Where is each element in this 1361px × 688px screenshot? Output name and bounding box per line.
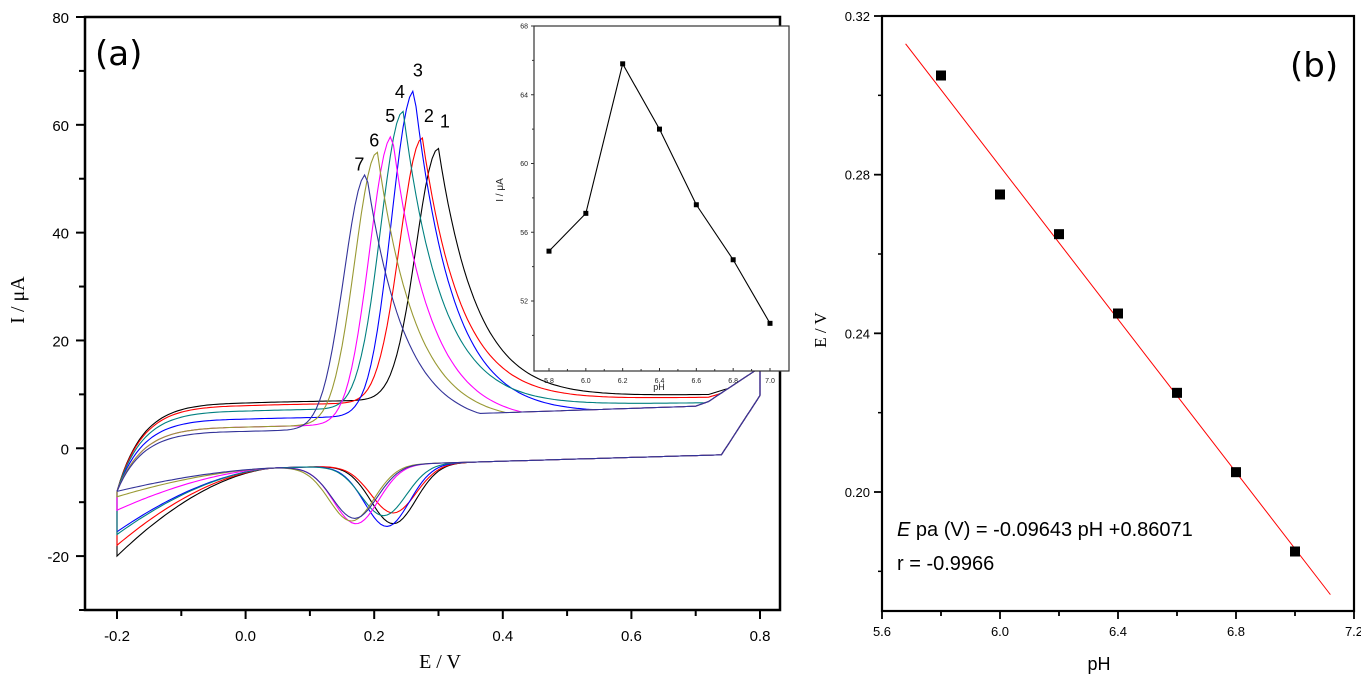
curve-label-3: 3 [413, 60, 423, 80]
inset-background [534, 26, 789, 371]
panel-b-y-axis-title: E / V [811, 311, 830, 347]
x-tick-label: 7.2 [1345, 624, 1361, 639]
curve-label-4: 4 [395, 82, 405, 102]
x-tick-label: 6.4 [1109, 624, 1127, 639]
regression-equation-text: pa (V) = -0.09643 pH +0.86071 [910, 519, 1192, 541]
regression-equation: E pa (V) = -0.09643 pH +0.86071 [897, 519, 1193, 541]
x-tick-label: 0.8 [750, 628, 771, 645]
y-tick-label: 60 [52, 118, 69, 135]
inset-marker [620, 61, 626, 67]
x-tick-label: 0.4 [492, 628, 513, 645]
x-tick-label: 6.0 [991, 624, 1009, 639]
inset-marker [693, 202, 699, 208]
x-tick-label: 5.6 [873, 624, 891, 639]
curve-label-6: 6 [369, 130, 379, 150]
curve-label-2: 2 [424, 106, 434, 126]
inset-marker [546, 248, 552, 254]
correlation-coefficient: r = -0.9966 [897, 553, 994, 575]
data-point [1113, 308, 1123, 319]
y-tick-label: 0 [61, 441, 69, 458]
inset-series [546, 61, 773, 326]
y-tick-label: 0.28 [845, 168, 870, 183]
regression-equation-italic: E [897, 519, 911, 541]
y-tick-label: 40 [52, 226, 69, 243]
inset-x-tick-label: 6.2 [618, 378, 628, 385]
data-point [1290, 546, 1300, 557]
inset-marker [657, 126, 662, 132]
inset-x-tick-label: 6.4 [655, 378, 665, 385]
cv-curves [116, 89, 761, 558]
y-tick-label: 0.20 [845, 485, 870, 500]
y-tick-label: 0.24 [845, 326, 870, 341]
panel-a-cyclic-voltammogram: -0.2 0.0 0.2 0.4 0.6 0.8 -20 0 20 40 60 80 (a) E / … [7, 10, 790, 673]
x-tick-label: -0.2 [104, 628, 130, 645]
y-tick-label: -20 [47, 549, 69, 566]
inset-x-tick-label: 7.0 [765, 378, 775, 385]
curve-label-7: 7 [354, 155, 364, 175]
data-point [1172, 387, 1182, 398]
inset-peak-current-vs-ph: 5.8 6.0 6.2 6.4 6.6 6.8 7.0 52 56 60 64 68 pH I / μ… [495, 24, 790, 392]
cv-curve-7 [116, 173, 761, 519]
y-tick-label: 20 [52, 333, 69, 350]
inset-marker [730, 257, 736, 263]
panel-b-potential-vs-ph: 5.6 6.0 6.4 6.8 7.2 0.20 0.24 0.28 0.32 (b) pH E… [811, 9, 1361, 674]
inset-y-tick-label: 68 [520, 24, 528, 31]
inset-x-axis-title: pH [653, 382, 665, 392]
panel-a-ticks: -0.2 0.0 0.2 0.4 0.6 0.8 -20 0 20 40 60 80 [47, 10, 770, 645]
inset-marker [767, 320, 773, 326]
inset-plot-frame [533, 25, 790, 372]
data-point [936, 70, 946, 81]
data-point [995, 189, 1005, 200]
panel-b-x-axis-title: pH [1087, 654, 1110, 674]
x-tick-label: 0.6 [621, 628, 642, 645]
inset-x-tick-label: 6.8 [728, 378, 738, 385]
inset-axes: 5.8 6.0 6.2 6.4 6.6 6.8 7.0 52 56 60 64 68 [520, 24, 790, 385]
x-tick-label: 0.2 [364, 628, 385, 645]
panel-b-ticks: 5.6 6.0 6.4 6.8 7.2 0.20 0.24 0.28 0.32 [845, 9, 1361, 639]
data-point [1231, 467, 1241, 478]
fit-line-segment [905, 43, 1331, 595]
inset-y-tick-label: 64 [520, 92, 528, 99]
fit-line [905, 43, 1331, 595]
inset-marker [583, 210, 589, 216]
inset-y-tick-label: 56 [520, 230, 528, 237]
panel-a-x-axis-title: E / V [419, 651, 461, 673]
data-point [1054, 229, 1064, 240]
panel-b-label: (b) [1290, 46, 1338, 86]
panel-a-y-axis-title: I / μA [7, 276, 29, 324]
x-tick-label: 0.0 [235, 628, 256, 645]
inset-y-axis-title: I / μA [495, 178, 506, 202]
x-tick-label: 6.8 [1227, 624, 1245, 639]
inset-x-tick-label: 6.6 [691, 378, 701, 385]
y-tick-label: 80 [52, 10, 69, 27]
inset-x-tick-label: 5.8 [544, 378, 554, 385]
panel-a-label: (a) [95, 34, 142, 74]
inset-x-tick-label: 6.0 [581, 378, 591, 385]
curve-label-5: 5 [385, 106, 395, 126]
data-points [936, 70, 1300, 557]
inset-y-tick-label: 52 [520, 299, 528, 306]
curve-label-1: 1 [440, 112, 450, 132]
inset-y-tick-label: 60 [520, 161, 528, 168]
y-tick-label: 0.32 [845, 9, 870, 24]
